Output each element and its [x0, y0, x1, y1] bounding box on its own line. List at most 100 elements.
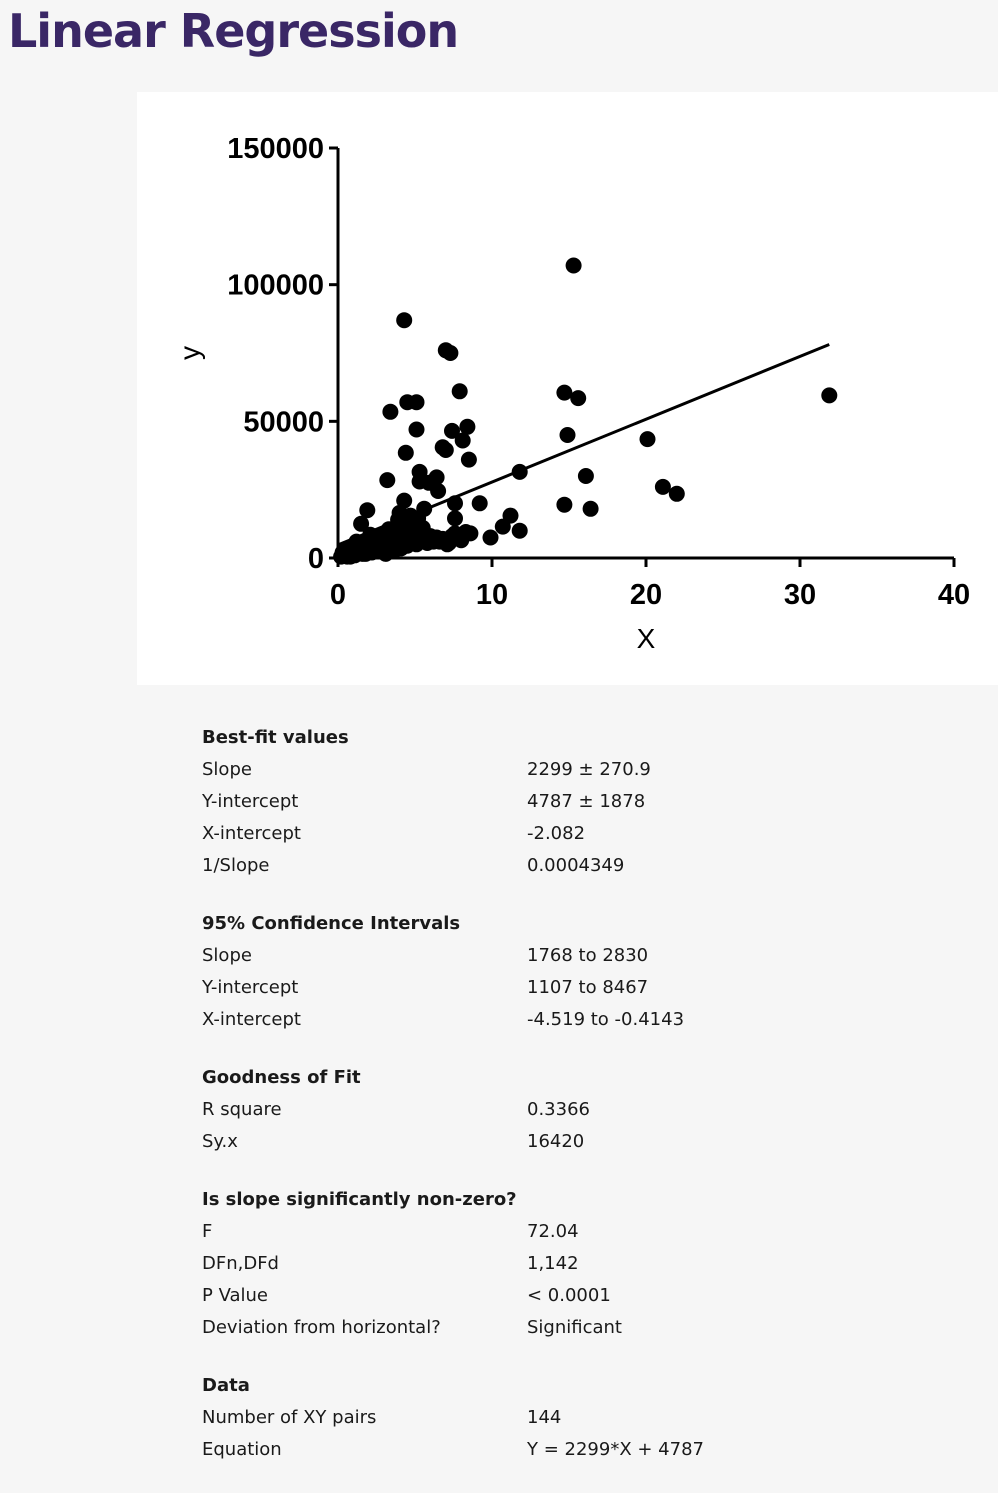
result-row: R square 0.3366 — [202, 1095, 962, 1127]
data-point — [396, 492, 413, 509]
data-point — [471, 495, 488, 512]
data-point — [408, 394, 425, 411]
y-tick-label: 100000 — [227, 270, 324, 302]
result-label: Y-intercept — [202, 977, 299, 998]
x-tick-label: 30 — [784, 579, 816, 611]
data-point — [444, 422, 460, 439]
data-point — [387, 525, 403, 542]
result-row: Equation Y = 2299*X + 4787 — [202, 1435, 962, 1467]
y-tick-label: 0 — [308, 543, 324, 575]
result-row: P Value < 0.0001 — [202, 1281, 962, 1313]
data-point — [460, 451, 477, 468]
result-label: P Value — [202, 1285, 269, 1306]
result-value: 0.0004349 — [527, 855, 625, 876]
data-point — [353, 515, 370, 532]
data-point — [565, 257, 582, 274]
data-point — [430, 483, 447, 499]
results-section: Is slope significantly non-zero? F 72.04 DF… — [202, 1185, 962, 1345]
result-value: Y = 2299*X + 4787 — [527, 1439, 704, 1460]
result-row: Y-intercept 1107 to 8467 — [202, 973, 962, 1005]
section-heading: Data — [202, 1375, 250, 1396]
result-label: R square — [202, 1099, 282, 1120]
y-tick-label: 150000 — [227, 133, 324, 165]
data-point — [359, 502, 376, 519]
result-row: Deviation from horizontal? Significant — [202, 1313, 962, 1345]
data-point — [462, 525, 479, 542]
data-point — [400, 530, 417, 547]
data-point — [511, 522, 528, 539]
y-tick-label: 50000 — [243, 406, 324, 438]
result-value: < 0.0001 — [527, 1285, 611, 1306]
result-label: X-intercept — [202, 1009, 301, 1030]
chart-panel: 0 10 20 30 40 0 50000 100000 150000 X y — [137, 92, 998, 685]
x-tick-label: 40 — [938, 579, 970, 611]
data-point — [397, 444, 414, 461]
data-point — [444, 528, 460, 545]
data-point — [482, 529, 499, 546]
data-point — [419, 535, 436, 551]
data-point — [556, 496, 573, 513]
x-tick-label: 20 — [630, 579, 662, 611]
data-point — [354, 539, 371, 556]
result-label: F — [202, 1221, 213, 1242]
data-point — [442, 345, 459, 361]
result-value: 0.3366 — [527, 1099, 590, 1120]
data-point — [408, 421, 425, 438]
result-value: -4.519 to -0.4143 — [527, 1009, 685, 1030]
result-label: Number of XY pairs — [202, 1407, 377, 1428]
x-tick-labels: 0 10 20 30 40 — [330, 579, 970, 611]
result-label: Sy.x — [202, 1131, 238, 1152]
data-point — [639, 431, 656, 448]
results-section: Goodness of Fit R square 0.3366 Sy.x 16420 — [202, 1063, 962, 1159]
data-point — [374, 526, 391, 543]
result-value: 2299 ± 270.9 — [527, 759, 651, 780]
result-value: 1768 to 2830 — [527, 945, 649, 966]
data-point — [556, 384, 573, 401]
data-point — [437, 442, 454, 458]
x-tick-label: 10 — [476, 579, 508, 611]
result-row: 1/Slope 0.0004349 — [202, 851, 962, 883]
result-label: Deviation from horizontal? — [202, 1317, 441, 1338]
data-point — [379, 472, 396, 489]
data-point — [821, 387, 838, 404]
data-point — [577, 468, 594, 484]
result-row: Slope 1768 to 2830 — [202, 941, 962, 973]
result-label: DFn,DFd — [202, 1253, 279, 1274]
result-value: 144 — [527, 1407, 562, 1428]
result-row: X-intercept -2.082 — [202, 819, 962, 851]
result-value: 16420 — [527, 1131, 585, 1152]
y-tick-marks — [329, 146, 338, 560]
result-value: 4787 ± 1878 — [527, 791, 646, 812]
results-section: Data Number of XY pairs 144 Equation Y = 229… — [202, 1371, 962, 1467]
result-value: 1,142 — [527, 1253, 579, 1274]
result-label: 1/Slope — [202, 855, 270, 876]
result-row: Sy.x 16420 — [202, 1127, 962, 1159]
result-row: DFn,DFd 1,142 — [202, 1249, 962, 1281]
data-point — [396, 312, 413, 329]
data-point — [454, 432, 471, 449]
regression-line — [337, 343, 830, 547]
result-label: Equation — [202, 1439, 282, 1460]
data-point — [559, 427, 576, 443]
y-tick-labels: 0 50000 100000 150000 — [227, 133, 324, 575]
data-point — [582, 500, 599, 517]
results-section: 95% Confidence Intervals Slope 1768 to 283… — [202, 909, 962, 1037]
result-label: Slope — [202, 945, 252, 966]
result-value: 72.04 — [527, 1221, 579, 1242]
data-point — [447, 510, 463, 527]
section-heading: Goodness of Fit — [202, 1067, 361, 1088]
result-value: 1107 to 8467 — [527, 977, 649, 998]
regression-results: Best-fit values Slope 2299 ± 270.9 Y-interc… — [202, 723, 962, 1493]
result-value: -2.082 — [527, 823, 586, 844]
result-label: Y-intercept — [202, 791, 299, 812]
result-value: Significant — [527, 1317, 622, 1338]
result-row: Slope 2299 ± 270.9 — [202, 755, 962, 787]
data-point — [570, 390, 587, 407]
result-label: Slope — [202, 759, 252, 780]
section-heading: Is slope significantly non-zero? — [202, 1189, 517, 1210]
y-axis-label: y — [174, 346, 205, 360]
result-row: X-intercept -4.519 to -0.4143 — [202, 1005, 962, 1037]
result-row: F 72.04 — [202, 1217, 962, 1249]
data-point — [451, 383, 468, 400]
data-point — [382, 403, 399, 420]
